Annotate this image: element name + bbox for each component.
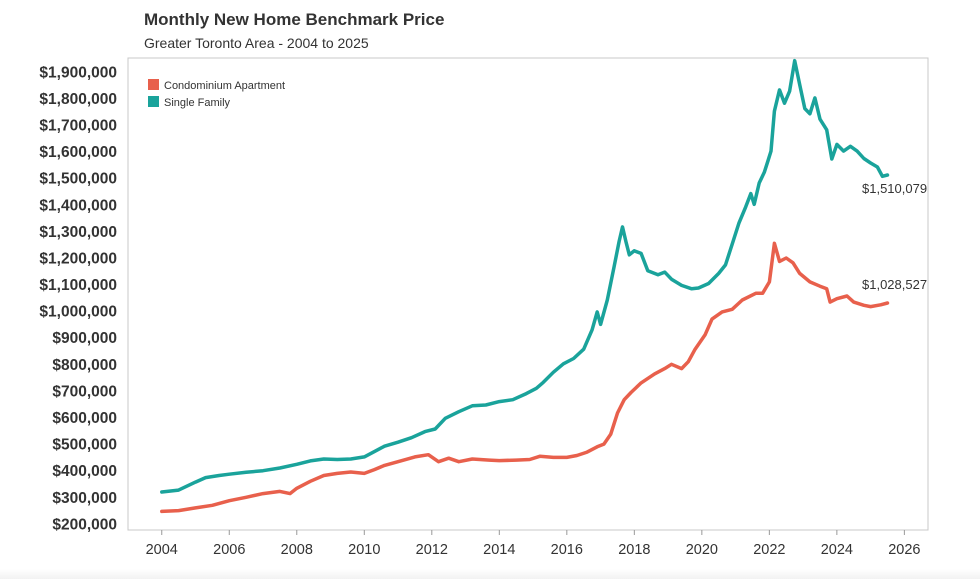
y-tick-label: $1,800,000 xyxy=(39,91,117,108)
y-tick-label: $200,000 xyxy=(52,516,117,533)
legend-label: Condominium Apartment xyxy=(164,80,285,92)
x-tick-label: 2008 xyxy=(281,542,313,558)
x-tick-label: 2022 xyxy=(753,542,785,558)
x-tick-label: 2024 xyxy=(821,542,853,558)
y-tick-label: $1,100,000 xyxy=(39,277,117,294)
y-tick-label: $1,700,000 xyxy=(39,117,117,134)
legend-label: Single Family xyxy=(164,97,231,109)
x-tick-label: 2006 xyxy=(213,542,245,558)
series-line-single-family xyxy=(160,58,890,494)
y-tick-label: $1,000,000 xyxy=(39,304,117,321)
bottom-edge xyxy=(0,569,980,579)
y-tick-label: $400,000 xyxy=(52,463,117,480)
end-value-label: $1,510,079 xyxy=(862,181,927,196)
plot-frame xyxy=(127,57,929,531)
legend-swatch xyxy=(148,79,159,90)
x-tick-label: 2016 xyxy=(551,542,583,558)
series-line-condominium-apartment xyxy=(160,241,890,514)
end-value-label: $1,028,527 xyxy=(862,277,927,292)
x-tick-label: 2014 xyxy=(483,542,515,558)
x-tick-label: 2010 xyxy=(348,542,380,558)
y-tick-label: $1,500,000 xyxy=(39,171,117,188)
x-tick-label: 2026 xyxy=(888,542,920,558)
y-tick-label: $500,000 xyxy=(52,437,117,454)
x-tick-label: 2020 xyxy=(686,542,718,558)
y-tick-label: $1,900,000 xyxy=(39,64,117,81)
y-tick-label: $1,600,000 xyxy=(39,144,117,161)
x-tick-label: 2018 xyxy=(618,542,650,558)
y-tick-label: $1,300,000 xyxy=(39,224,117,241)
y-tick-label: $1,200,000 xyxy=(39,250,117,267)
y-tick-label: $700,000 xyxy=(52,383,117,400)
x-tick-label: 2012 xyxy=(416,542,448,558)
chart-title: Monthly New Home Benchmark Price xyxy=(144,10,445,29)
y-tick-label: $800,000 xyxy=(52,357,117,374)
y-tick-label: $300,000 xyxy=(52,490,117,507)
y-tick-label: $600,000 xyxy=(52,410,117,427)
x-tick-label: 2004 xyxy=(146,542,178,558)
chart-subtitle: Greater Toronto Area - 2004 to 2025 xyxy=(144,35,369,51)
legend-swatch xyxy=(148,96,159,107)
y-tick-label: $1,400,000 xyxy=(39,197,117,214)
y-tick-label: $900,000 xyxy=(52,330,117,347)
